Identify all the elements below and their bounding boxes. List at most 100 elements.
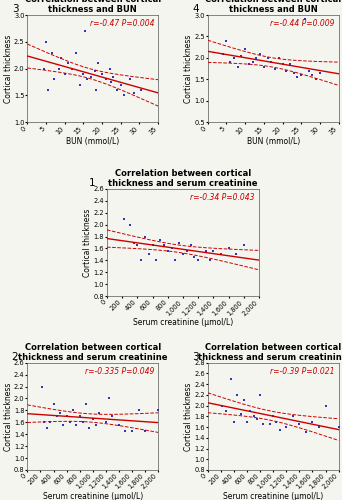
Point: [244, 418, 250, 426]
Point: [142, 232, 148, 240]
Point: [61, 422, 66, 430]
Point: [129, 427, 135, 435]
X-axis label: Serum creatinine (μmol/L): Serum creatinine (μmol/L): [223, 492, 323, 500]
Point: [64, 412, 69, 420]
Point: [211, 248, 216, 256]
Text: r=-0.34 P=0.043: r=-0.34 P=0.043: [190, 193, 254, 202]
Point: [287, 60, 293, 68]
Title: Correlation between cortical
thickness and serum creatinine: Correlation between cortical thickness a…: [108, 168, 258, 188]
Point: [69, 64, 75, 72]
Point: [291, 69, 297, 77]
Point: [184, 248, 189, 256]
Point: [235, 391, 240, 399]
Title: Correlation between cortical
thickness and BUN: Correlation between cortical thickness a…: [25, 0, 161, 14]
Point: [207, 256, 212, 264]
Point: [258, 50, 263, 58]
Point: [169, 244, 174, 252]
Point: [238, 410, 243, 418]
Point: [323, 402, 328, 409]
Point: [70, 406, 76, 414]
Point: [297, 420, 302, 428]
Point: [44, 424, 50, 432]
Point: [127, 76, 133, 84]
Point: [107, 64, 112, 72]
Point: [161, 242, 167, 250]
Point: [317, 69, 323, 77]
Point: [103, 76, 108, 84]
Title: Correlation between cortical
thickness and BUN: Correlation between cortical thickness a…: [205, 0, 341, 14]
Point: [56, 64, 62, 72]
Point: [303, 428, 308, 436]
Point: [235, 62, 240, 70]
Point: [290, 412, 295, 420]
Point: [77, 412, 82, 420]
X-axis label: BUN (mmol/L): BUN (mmol/L): [247, 136, 300, 145]
Point: [228, 375, 234, 383]
Point: [265, 54, 270, 62]
Point: [49, 48, 54, 56]
Text: 3: 3: [192, 352, 199, 362]
Point: [241, 396, 247, 404]
Point: [142, 427, 148, 435]
Point: [284, 67, 289, 75]
Point: [77, 81, 82, 89]
Point: [203, 248, 209, 256]
Point: [157, 236, 163, 244]
X-axis label: Serum creatinine (μmol/L): Serum creatinine (μmol/L): [43, 492, 143, 500]
X-axis label: BUN (mmol/L): BUN (mmol/L): [66, 136, 119, 145]
Point: [155, 406, 161, 414]
Point: [118, 81, 123, 89]
Point: [242, 46, 248, 54]
Point: [218, 250, 224, 258]
Point: [246, 60, 252, 68]
Point: [93, 422, 99, 430]
Title: Correlation between cortical
thickness and serum creatinine: Correlation between cortical thickness a…: [198, 342, 342, 362]
Point: [250, 58, 255, 66]
Point: [51, 76, 56, 84]
Point: [127, 220, 132, 228]
Point: [110, 72, 116, 80]
Point: [316, 423, 322, 431]
Point: [276, 54, 281, 62]
Point: [195, 256, 201, 264]
Point: [48, 418, 53, 426]
Point: [90, 416, 95, 424]
Point: [154, 256, 159, 264]
Point: [73, 48, 79, 56]
Point: [261, 420, 266, 428]
Point: [92, 68, 97, 76]
Point: [173, 256, 178, 264]
Point: [280, 60, 285, 68]
Point: [139, 86, 144, 94]
Point: [241, 242, 247, 250]
Point: [103, 418, 108, 426]
Point: [295, 73, 300, 81]
Point: [39, 382, 44, 390]
Point: [180, 250, 186, 258]
Point: [114, 86, 120, 94]
Point: [110, 412, 115, 420]
Point: [299, 71, 304, 79]
Point: [220, 50, 225, 58]
Point: [277, 426, 282, 434]
Point: [80, 418, 86, 426]
Point: [66, 60, 71, 68]
Point: [87, 424, 92, 432]
Point: [248, 407, 253, 415]
Title: Correlation between cortical
thickness and serum creatinine: Correlation between cortical thickness a…: [18, 342, 168, 362]
Point: [131, 89, 136, 97]
Point: [43, 38, 49, 46]
Point: [84, 76, 90, 84]
Point: [336, 423, 341, 431]
Point: [224, 37, 229, 45]
Point: [82, 27, 88, 35]
Point: [261, 62, 267, 70]
Y-axis label: Cortical thickness: Cortical thickness: [3, 382, 13, 450]
Point: [62, 70, 67, 78]
Point: [192, 254, 197, 262]
Point: [267, 420, 273, 428]
Point: [176, 238, 182, 246]
Point: [223, 407, 229, 415]
Point: [165, 248, 171, 256]
Y-axis label: Cortical thickness: Cortical thickness: [184, 34, 193, 103]
